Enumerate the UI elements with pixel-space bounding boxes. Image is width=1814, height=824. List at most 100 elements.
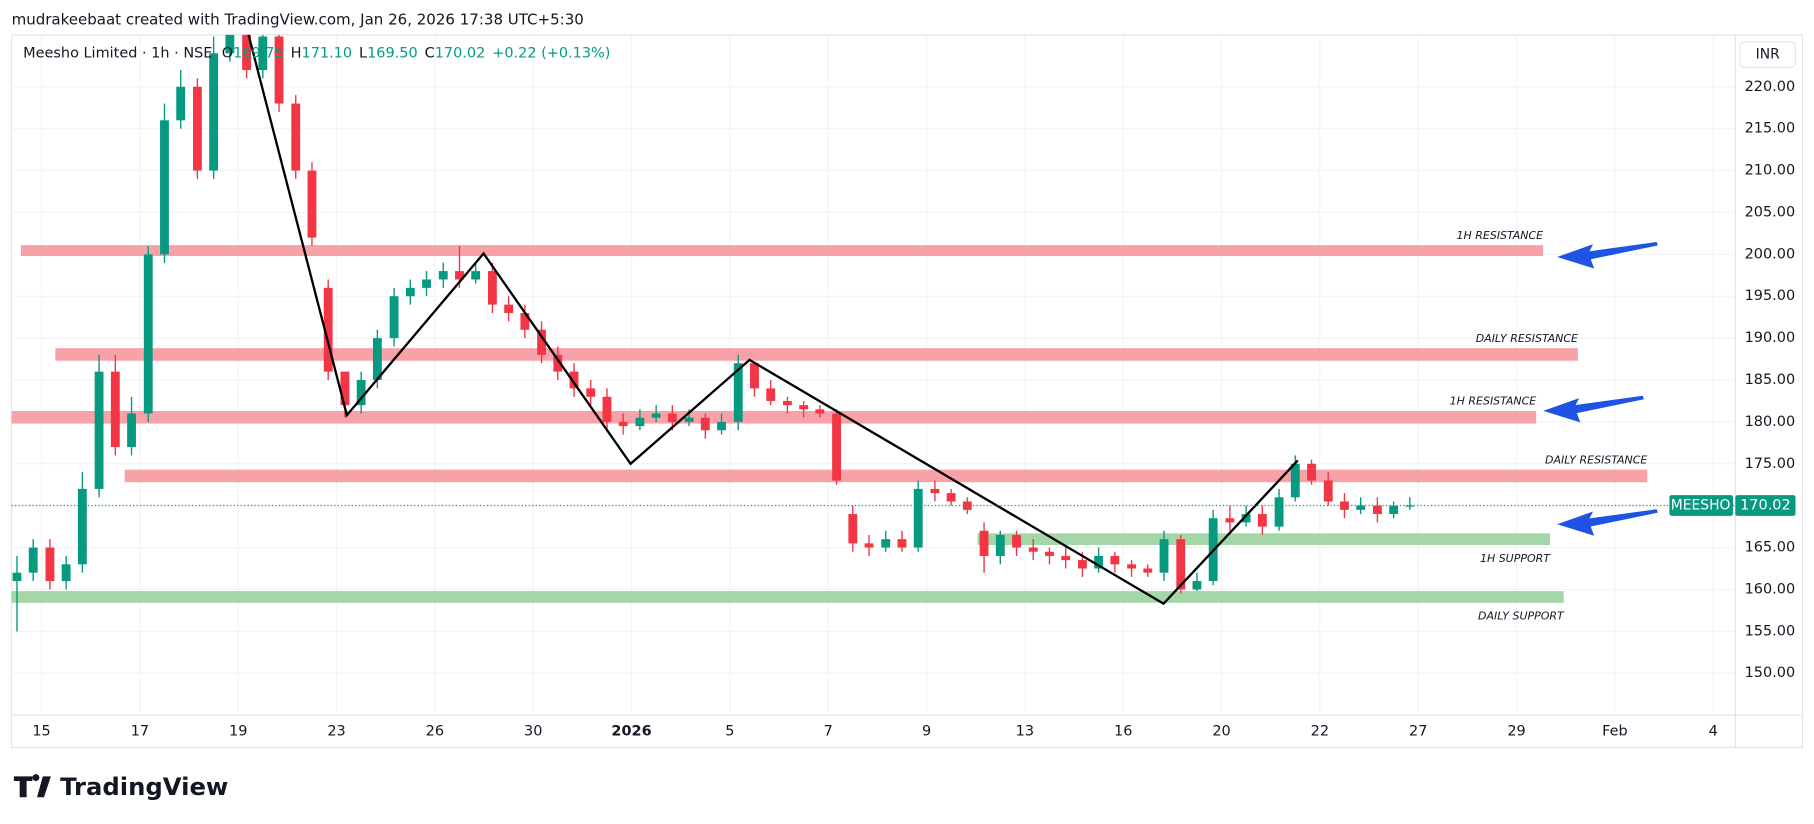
candle-body (77, 488, 87, 565)
candle-body (881, 539, 891, 548)
x-tick-label: 4 (1709, 723, 1718, 739)
zone-label: 1H RESISTANCE (1450, 395, 1537, 408)
currency-box[interactable] (1739, 41, 1797, 68)
candle-body (897, 539, 907, 548)
zone-label: DAILY SUPPORT (1478, 610, 1565, 623)
x-tick-label: 26 (426, 723, 444, 739)
x-tick-label: 27 (1409, 723, 1427, 739)
candle-body (537, 329, 547, 355)
candle-body (1045, 551, 1054, 556)
candle-body (864, 543, 874, 548)
x-tick-label: 22 (1311, 723, 1329, 739)
candle-body (766, 388, 776, 401)
price-tag-value: 170.02 (1740, 498, 1791, 514)
candle-body (848, 514, 858, 544)
candle-body (1110, 555, 1120, 565)
x-tick-label: 7 (824, 723, 833, 739)
price-tag-name-bg (1669, 495, 1734, 516)
zone (55, 348, 1579, 361)
candle-body (1405, 505, 1415, 507)
candle-body (356, 380, 366, 406)
candle-body (832, 413, 842, 481)
candle-body (1225, 518, 1235, 523)
y-tick-label: 220.00 (1745, 79, 1796, 95)
x-tick-label: 9 (922, 723, 931, 739)
candle-body (209, 53, 219, 171)
candle-body (291, 103, 301, 171)
brand-logo: TradingView (13, 772, 228, 801)
zone (11, 411, 1537, 424)
y-tick-label: 215.00 (1745, 121, 1796, 137)
x-tick-label: 2026 (611, 723, 651, 739)
zone (977, 533, 1550, 546)
candle-body (389, 296, 399, 339)
candle-body (274, 36, 284, 104)
pane-frame (10, 34, 1804, 749)
candle-body (799, 405, 809, 410)
zigzag (247, 34, 1299, 606)
candle-body (28, 547, 38, 573)
currency: INR (1756, 47, 1780, 63)
ohlc-value: 169.50 (367, 45, 418, 61)
arrow (1543, 395, 1644, 423)
x-tick-label: 19 (229, 723, 247, 739)
candle-body (667, 413, 677, 422)
zone-label: 1H SUPPORT (1480, 552, 1551, 565)
ohlc-value: 171.10 (302, 45, 353, 61)
zone-label: 1H RESISTANCE (1457, 229, 1544, 242)
y-tick-label: 210.00 (1745, 163, 1796, 179)
candle-body (438, 271, 448, 280)
candle-body (258, 36, 268, 71)
ohlc-value: 169.75 (233, 45, 284, 61)
candle-body (995, 534, 1005, 556)
candle-body (61, 564, 71, 582)
arrows (1543, 241, 1658, 536)
candle-body (782, 400, 792, 406)
candle-body (405, 287, 415, 297)
y-tick-label: 150.00 (1745, 665, 1796, 681)
brand: TradingView (60, 772, 228, 801)
y-tick-label: 205.00 (1745, 204, 1796, 220)
x-tick-label: 30 (524, 723, 542, 739)
candle-body (733, 363, 743, 422)
x-tick-label: 20 (1212, 723, 1230, 739)
candle-body (1127, 564, 1136, 569)
candle-body (110, 371, 120, 448)
candle-body (684, 417, 694, 422)
candle-body (372, 338, 382, 381)
candle-body (520, 312, 530, 330)
legend: Meesho Limited · 1h · NSE O169.75 H171.10 L… (23, 45, 610, 61)
candle-body (930, 488, 940, 494)
candle-body (1159, 539, 1169, 573)
candle-body (1012, 534, 1021, 548)
candle-body (700, 417, 710, 431)
ohlc-label: O (222, 45, 233, 61)
candle-body (1257, 514, 1267, 527)
candle-body (962, 501, 972, 510)
y-tick-label: 185.00 (1745, 372, 1796, 388)
candle-body (45, 547, 55, 582)
candle-body (1094, 555, 1104, 569)
candle-body (1241, 514, 1251, 523)
candle-body (553, 354, 563, 372)
candle-body (307, 170, 317, 238)
arrow (1557, 509, 1658, 536)
candle-body (1077, 560, 1087, 569)
candle-body (1372, 505, 1382, 515)
x-tick-label: Feb (1602, 723, 1628, 739)
candle-body (422, 279, 431, 288)
candle-body (143, 254, 153, 414)
zone (20, 245, 1544, 257)
candle-body (569, 371, 579, 389)
price-tag-bg (1735, 495, 1796, 516)
candle-body (1274, 497, 1284, 527)
candle-body (651, 413, 661, 418)
candle-body (1061, 555, 1071, 561)
zone (124, 469, 1648, 483)
logo-mark (13, 774, 51, 798)
ohlc-label: C (425, 45, 435, 61)
y-tick-label: 200.00 (1745, 246, 1796, 262)
candle-body (1176, 539, 1186, 590)
y-tick-label: 180.00 (1745, 414, 1796, 430)
